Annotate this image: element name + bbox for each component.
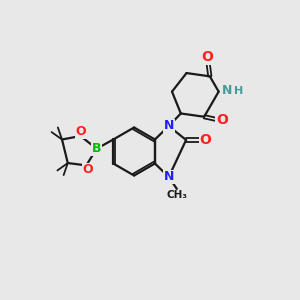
Text: O: O bbox=[216, 112, 228, 127]
Text: N: N bbox=[164, 170, 174, 183]
Text: B: B bbox=[92, 142, 101, 155]
Text: O: O bbox=[200, 133, 211, 147]
Text: O: O bbox=[82, 164, 93, 176]
Text: H: H bbox=[234, 86, 243, 96]
Text: O: O bbox=[202, 50, 214, 64]
Text: CH₃: CH₃ bbox=[167, 190, 188, 200]
Text: N: N bbox=[164, 119, 174, 132]
Text: O: O bbox=[76, 125, 86, 138]
Text: N: N bbox=[222, 84, 233, 97]
